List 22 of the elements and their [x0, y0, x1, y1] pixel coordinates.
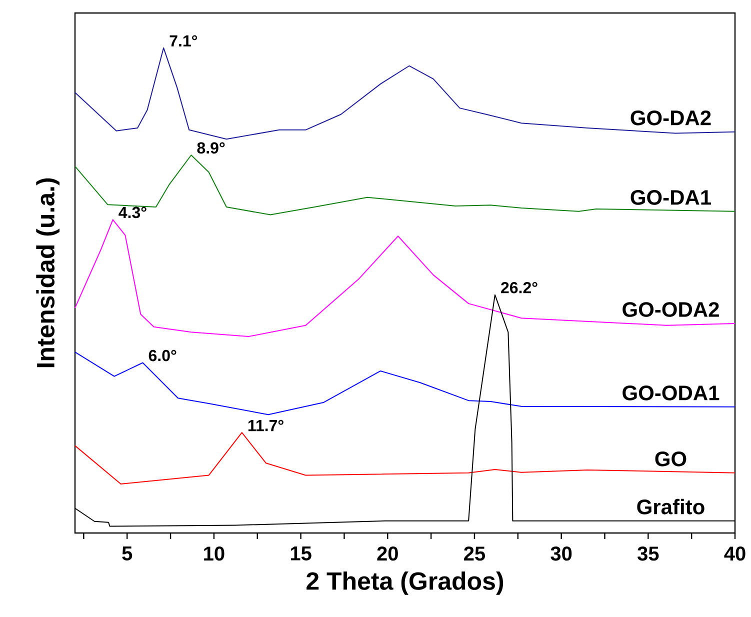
series-label: GO-ODA1: [622, 386, 720, 400]
x-tick-label: 5: [122, 546, 132, 560]
annotation: 4.3°: [118, 206, 146, 218]
series-label: GO-DA2: [630, 110, 711, 126]
annotation: 7.1°: [170, 35, 198, 46]
series-label: Grafito: [637, 498, 704, 514]
series-label: GO-ODA2: [622, 302, 719, 317]
x-tick-label: 20: [377, 546, 398, 561]
y-axis-title: Intensidad (u.a.): [36, 178, 60, 368]
series-label: GO: [655, 451, 686, 466]
annotation: 8.9°: [197, 142, 225, 154]
annotation: 11.7°: [248, 420, 284, 432]
x-tick-label: 40: [724, 546, 746, 561]
x-tick-label: 30: [550, 546, 572, 561]
series-label: GO-DA1: [630, 190, 711, 205]
x-axis-title: 2 Theta (Grados): [306, 572, 504, 595]
x-tick-label: 15: [290, 546, 312, 560]
annotation: 26.2°: [501, 282, 538, 294]
annotation: 6.0°: [148, 350, 176, 362]
x-tick-label: 25: [464, 546, 486, 561]
x-tick-label: 35: [637, 546, 659, 561]
x-tick-label: 10: [204, 546, 224, 561]
